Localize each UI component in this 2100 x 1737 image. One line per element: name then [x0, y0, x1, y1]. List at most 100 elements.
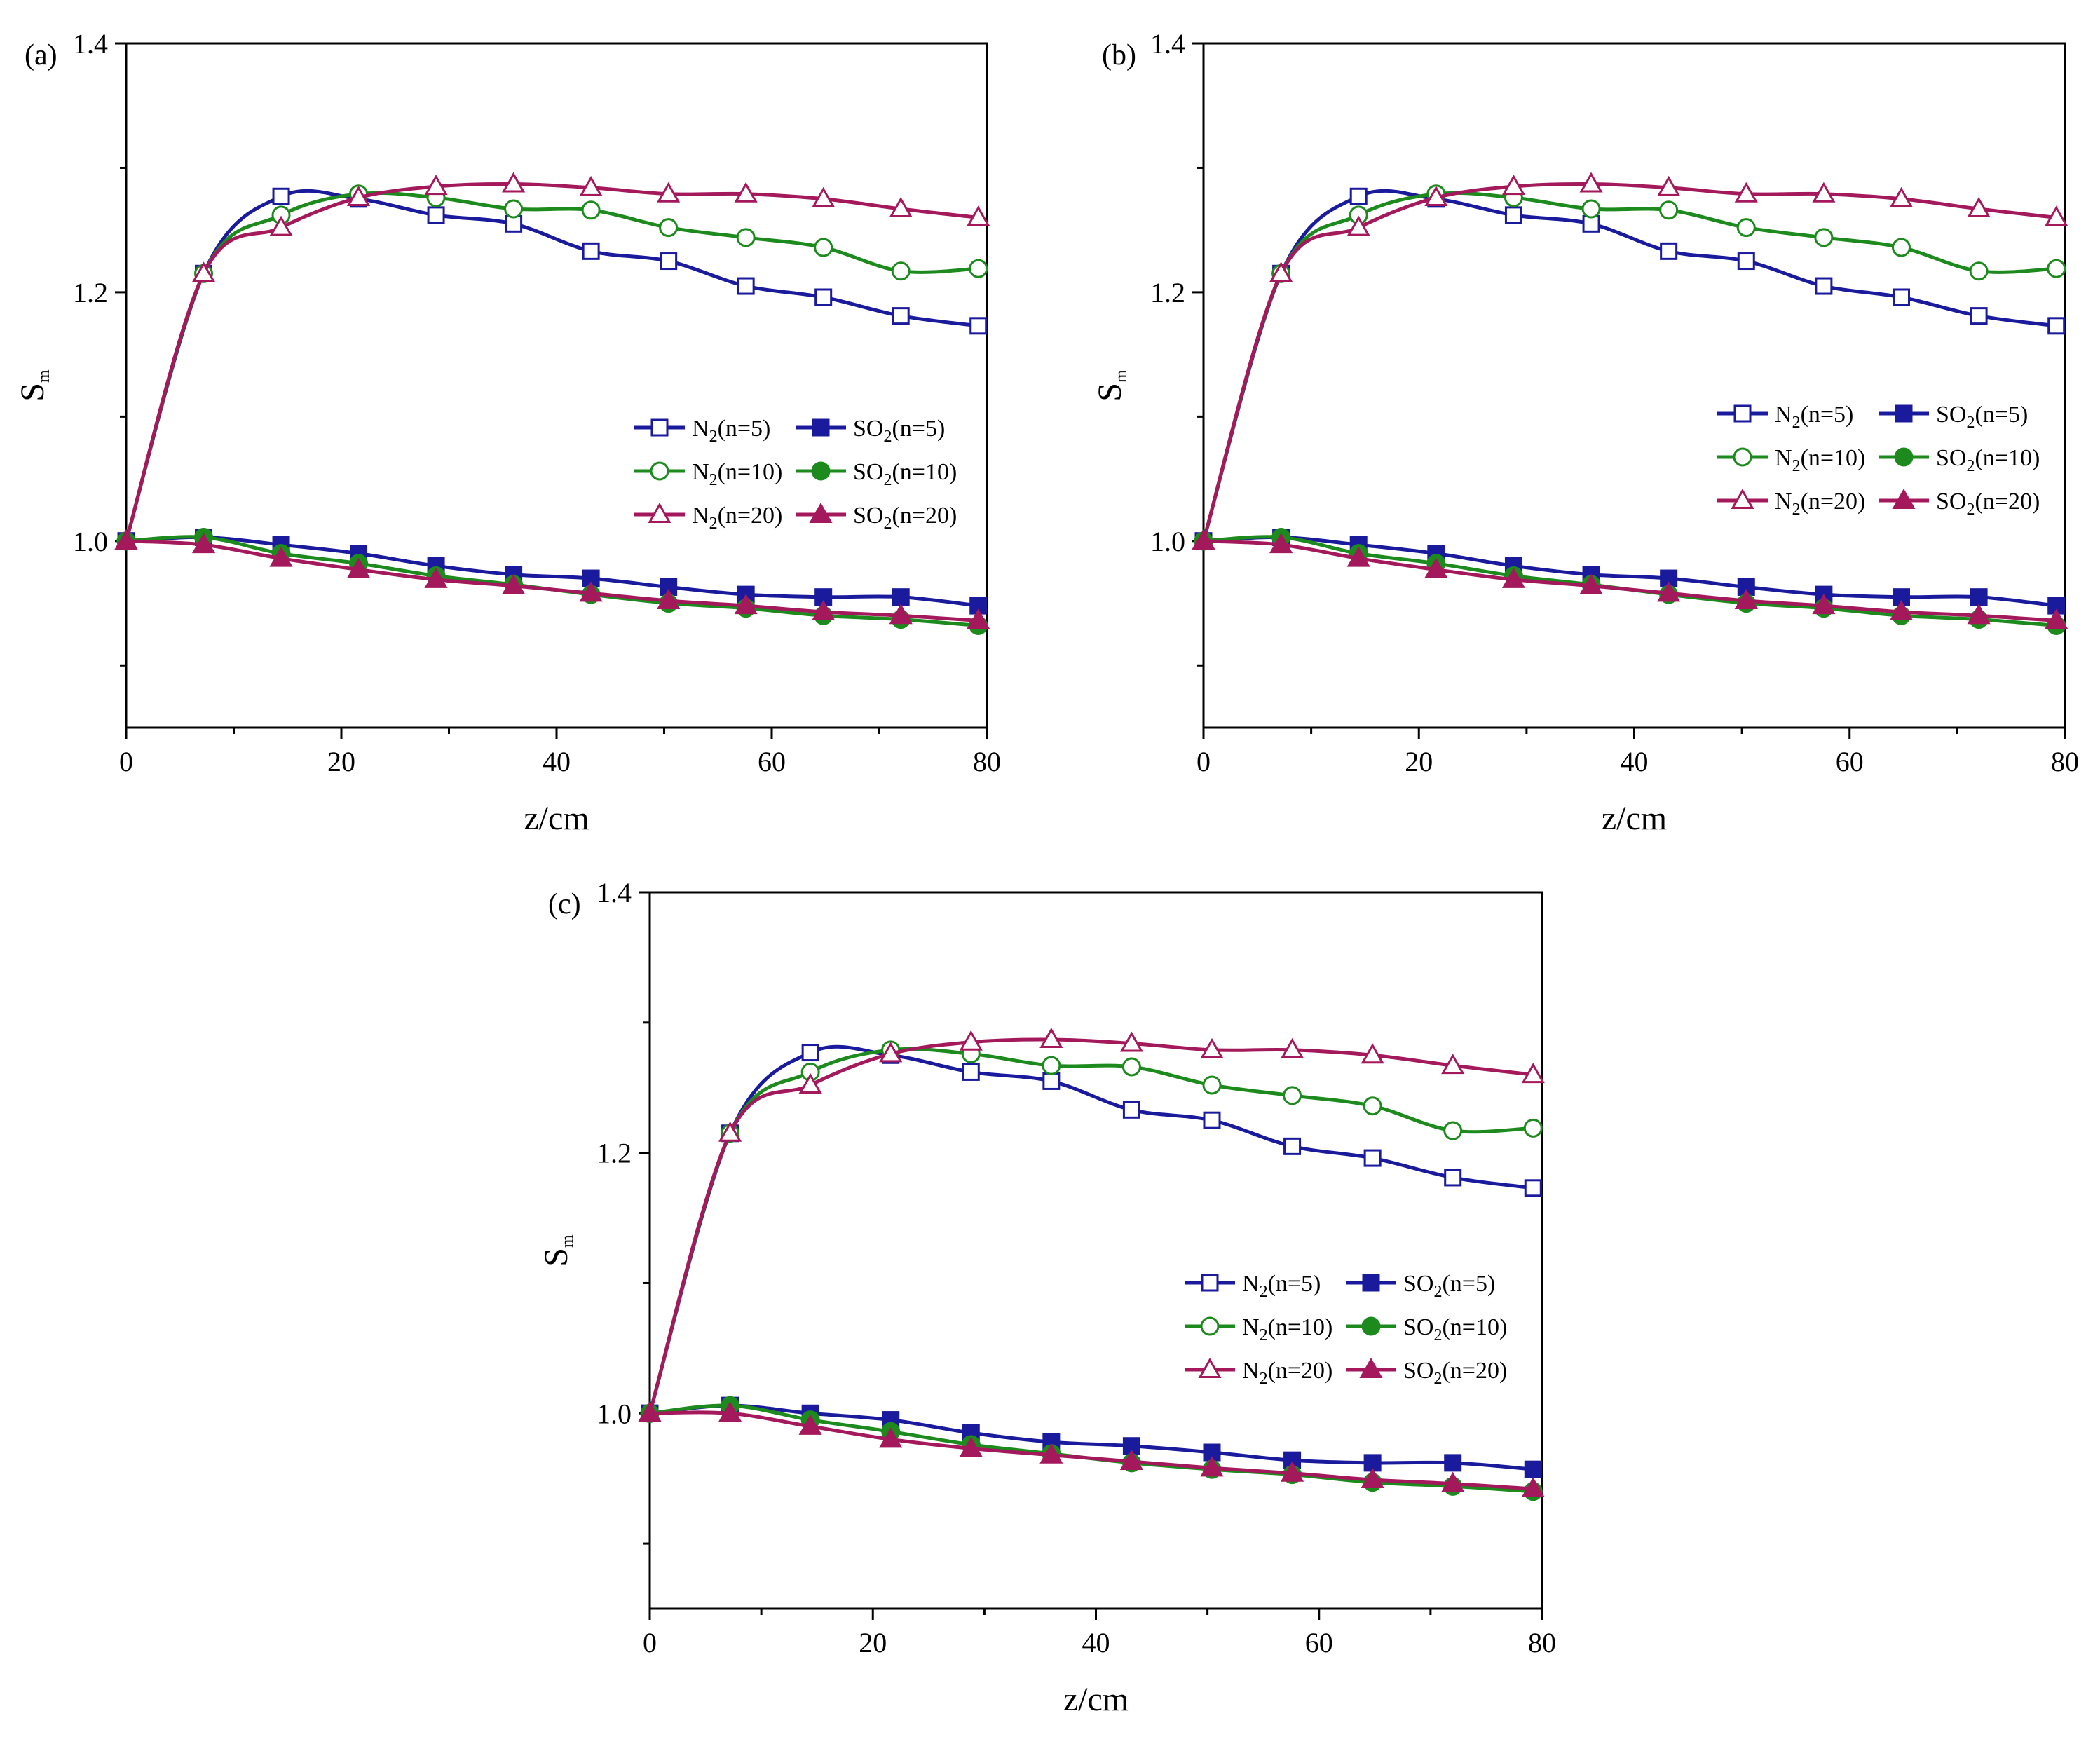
data-point: [959, 1436, 983, 1457]
data-point: [1280, 1461, 1304, 1482]
data-point: [1122, 1101, 1140, 1119]
legend-label-main: N: [1242, 1271, 1260, 1297]
data-point: [1579, 172, 1603, 193]
series-line: [1203, 539, 2057, 622]
legend-label-tail: (n=5): [1975, 402, 2028, 428]
legend: N2(n=5) SO2(n=5)N2(n=10) SO2(n=10)N2(n=20)…: [1717, 402, 2040, 519]
data-point: [1119, 1450, 1144, 1471]
legend-marker: [811, 461, 831, 481]
data-point: [1521, 1063, 1545, 1084]
legend-label-main: SO: [1936, 402, 1966, 428]
data-point: [798, 1072, 822, 1094]
data-point: [114, 529, 138, 550]
y-tick-label: 1.4: [1150, 28, 1185, 60]
data-point: [1581, 199, 1601, 219]
data-point: [734, 182, 758, 203]
legend-label-main: SO: [1936, 489, 1966, 515]
legend-label-sub: 2: [1260, 1370, 1268, 1388]
data-point: [502, 172, 526, 193]
legend-marker: [650, 461, 669, 481]
data-point: [967, 205, 990, 226]
data-point: [1203, 1111, 1221, 1129]
legend-label: SO2(n=10): [853, 459, 957, 489]
legend-label: N2(n=10): [692, 459, 782, 489]
data-point: [737, 277, 755, 295]
y-axis-title-main: S: [538, 1248, 575, 1267]
y-axis-title-group: Sm: [538, 1234, 577, 1267]
data-point: [1192, 529, 1215, 550]
data-point: [1202, 1075, 1222, 1095]
legend-label-main: N: [1775, 402, 1792, 428]
series-line: [649, 1410, 1534, 1491]
data-point: [191, 261, 216, 282]
series-SO2(n=20): [114, 529, 990, 629]
y-tick-label: 1.4: [73, 28, 108, 60]
data-point: [424, 175, 448, 196]
data-point: [892, 588, 910, 606]
y-axis-title-group: Sm: [14, 369, 53, 402]
data-point: [2045, 608, 2068, 629]
legend-label-main: N: [692, 416, 709, 442]
data-point: [1657, 581, 1681, 602]
legend-label: N2(n=20): [1775, 489, 1865, 519]
legend-label-tail: (n=20): [892, 503, 957, 529]
legend-label: N2(n=5): [1775, 402, 1853, 432]
data-point: [1521, 1477, 1545, 1498]
legend-label-sub: 2: [1792, 457, 1801, 475]
data-point: [1504, 206, 1522, 224]
data-point: [734, 594, 758, 615]
legend-marker: [1894, 447, 1914, 467]
data-point: [424, 567, 448, 588]
y-axis-title-sub: m: [35, 369, 53, 383]
data-point: [1524, 1460, 1542, 1478]
legend-label-sub: 2: [883, 428, 892, 446]
y-tick-label: 1.0: [1150, 526, 1185, 557]
data-point: [1283, 1086, 1302, 1105]
legend-marker: [650, 418, 669, 437]
y-axis-title: Sm: [538, 1234, 577, 1267]
legend-label-main: SO: [1936, 445, 1966, 471]
panel-label: (c): [548, 888, 581, 920]
data-point: [1501, 175, 1526, 196]
legend-label-sub: 2: [1966, 500, 1975, 519]
data-point: [2047, 317, 2066, 335]
data-point: [582, 242, 600, 260]
legend: N2(n=5) SO2(n=5)N2(n=10) SO2(n=10)N2(n=20)…: [634, 416, 957, 533]
legend-marker: [648, 502, 671, 523]
legend-label-main: N: [1242, 1314, 1260, 1340]
y-axis-title-main: S: [14, 383, 51, 402]
legend-label-sub: 2: [1433, 1326, 1442, 1344]
data-point: [1501, 567, 1526, 588]
data-point: [1444, 1454, 1462, 1472]
data-point: [889, 196, 913, 218]
legend-marker: [1895, 404, 1913, 423]
data-point: [502, 573, 526, 594]
legend-label-tail: (n=20): [1975, 489, 2040, 515]
data-point: [1582, 214, 1600, 233]
data-point: [1970, 307, 1988, 325]
data-point: [812, 599, 836, 620]
data-point: [1892, 288, 1910, 306]
y-tick-label: 1.2: [1150, 277, 1185, 308]
legend-label-main: N: [692, 503, 709, 529]
data-point: [1424, 557, 1448, 578]
data-point: [1039, 1443, 1063, 1464]
legend-marker: [1201, 1274, 1219, 1292]
data-point: [1200, 1456, 1224, 1477]
legend-label-tail: (n=10): [892, 459, 957, 485]
data-point: [879, 1427, 903, 1448]
x-tick-label: 40: [1082, 1627, 1110, 1658]
legend-label-main: N: [1775, 445, 1792, 471]
legend-label-sub: 2: [1792, 414, 1801, 432]
legend-label-sub: 2: [1966, 414, 1975, 432]
x-tick-label: 20: [327, 746, 355, 777]
legend-label-tail: (n=10): [718, 459, 783, 485]
legend-marker: [809, 502, 833, 523]
x-tick-label: 60: [1305, 1627, 1333, 1658]
y-axis-title-group: Sm: [1091, 369, 1131, 402]
data-point: [969, 259, 988, 278]
panel-label: (a): [25, 39, 57, 71]
data-point: [1967, 196, 1991, 218]
